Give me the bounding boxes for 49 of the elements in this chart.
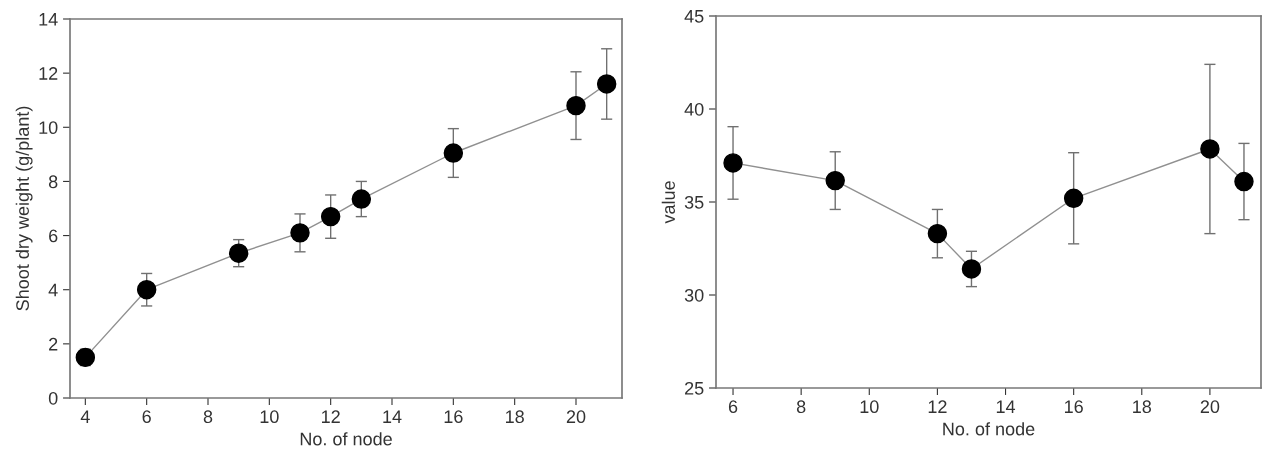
x-tick-label: 10 [860,400,879,414]
x-tick-label: 10 [260,410,279,424]
x-tick-label: 8 [203,410,213,424]
y-tick-label: 8 [48,175,58,189]
point [723,153,743,173]
y-tick-label: 10 [39,121,58,135]
y-tick-label: 35 [684,195,704,209]
x-tick-label: 6 [142,410,151,424]
x-tick-label: 18 [506,410,524,424]
x-tick-label: 8 [796,400,806,414]
y-tick-label: 12 [39,67,58,80]
point [443,143,464,163]
x-tick-label: 6 [728,400,738,414]
y-tick-label: 6 [49,229,58,243]
x-axis-title: No. of node [943,422,1035,436]
x-tick-label: 16 [444,410,463,424]
x-tick-label: 16 [1064,400,1083,414]
point [1063,188,1084,209]
y-tick-label: 30 [684,288,704,302]
point [351,189,372,209]
x-tick-label: 18 [1133,400,1152,414]
y-tick-label: 4 [48,283,58,297]
x-tick-label: 14 [383,410,402,423]
point [320,206,341,227]
x-tick-label: 14 [996,400,1016,413]
y-tick-label: 2 [49,337,58,351]
x-axis-title: No. of node [300,432,392,446]
y-axis-title: Shoot dry weight (g/plant) [15,106,33,311]
x-tick-label: 20 [1200,400,1220,414]
point [228,243,249,263]
point [566,95,586,116]
point [1234,171,1254,192]
y-tick-label: 25 [685,381,704,395]
point [961,259,982,279]
point [136,279,157,300]
y-tick-label: 40 [684,102,704,116]
y-axis-title: value [661,181,675,224]
y-tick-label: 45 [684,10,704,23]
y-tick-label: 0 [48,391,58,405]
x-tick-label: 4 [80,410,90,423]
x-tick-label: 20 [566,410,586,424]
x-tick-label: 12 [928,400,947,413]
point [825,170,845,191]
point [290,223,310,243]
y-tick-label: 14 [39,13,58,26]
point [596,74,617,94]
point [1200,139,1220,159]
x-tick-label: 12 [322,410,340,423]
point [927,223,948,244]
